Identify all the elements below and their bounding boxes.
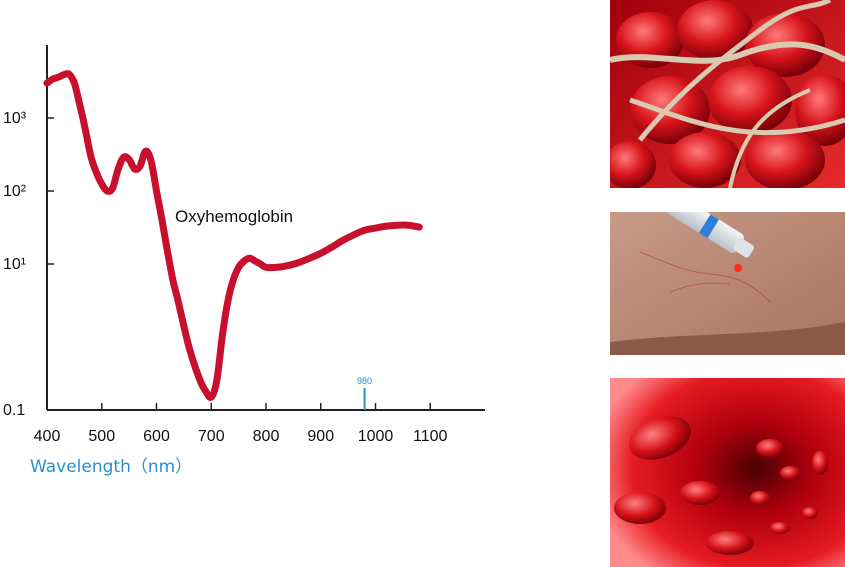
blood-vessel-illustration bbox=[610, 378, 845, 567]
x-tick-label: 800 bbox=[253, 428, 280, 445]
y-tick-label: 10¹ bbox=[3, 256, 26, 273]
x-tick-label: 700 bbox=[198, 428, 225, 445]
y-tick-label: 0.1 bbox=[3, 402, 25, 419]
absorption-chart: 400 500 600 700 800 900 1000 1100 0.1 10¹ 10² 10³ O… bbox=[3, 45, 485, 477]
x-axis-label: Wavelength（nm） bbox=[30, 457, 192, 477]
x-tick-label: 900 bbox=[307, 428, 334, 445]
series-label: Oxyhemoglobin bbox=[175, 207, 293, 226]
y-tick-label: 10³ bbox=[3, 110, 27, 127]
x-tick-label: 600 bbox=[143, 428, 170, 445]
x-tick-label: 1000 bbox=[358, 428, 394, 445]
x-tick-label: 400 bbox=[34, 428, 61, 445]
chart-ticks: 400 500 600 700 800 900 1000 1100 0.1 10¹ 10² 10³ bbox=[3, 110, 448, 445]
blood-clot-illustration bbox=[610, 0, 845, 188]
wavelength-marker-label: 980 bbox=[357, 376, 372, 386]
series-line-oxyhemoglobin bbox=[43, 70, 423, 401]
x-tick-label: 1100 bbox=[413, 428, 448, 445]
y-tick-label: 10² bbox=[3, 183, 27, 200]
x-tick-label: 500 bbox=[88, 428, 115, 445]
laser-treatment-illustration bbox=[610, 212, 845, 355]
